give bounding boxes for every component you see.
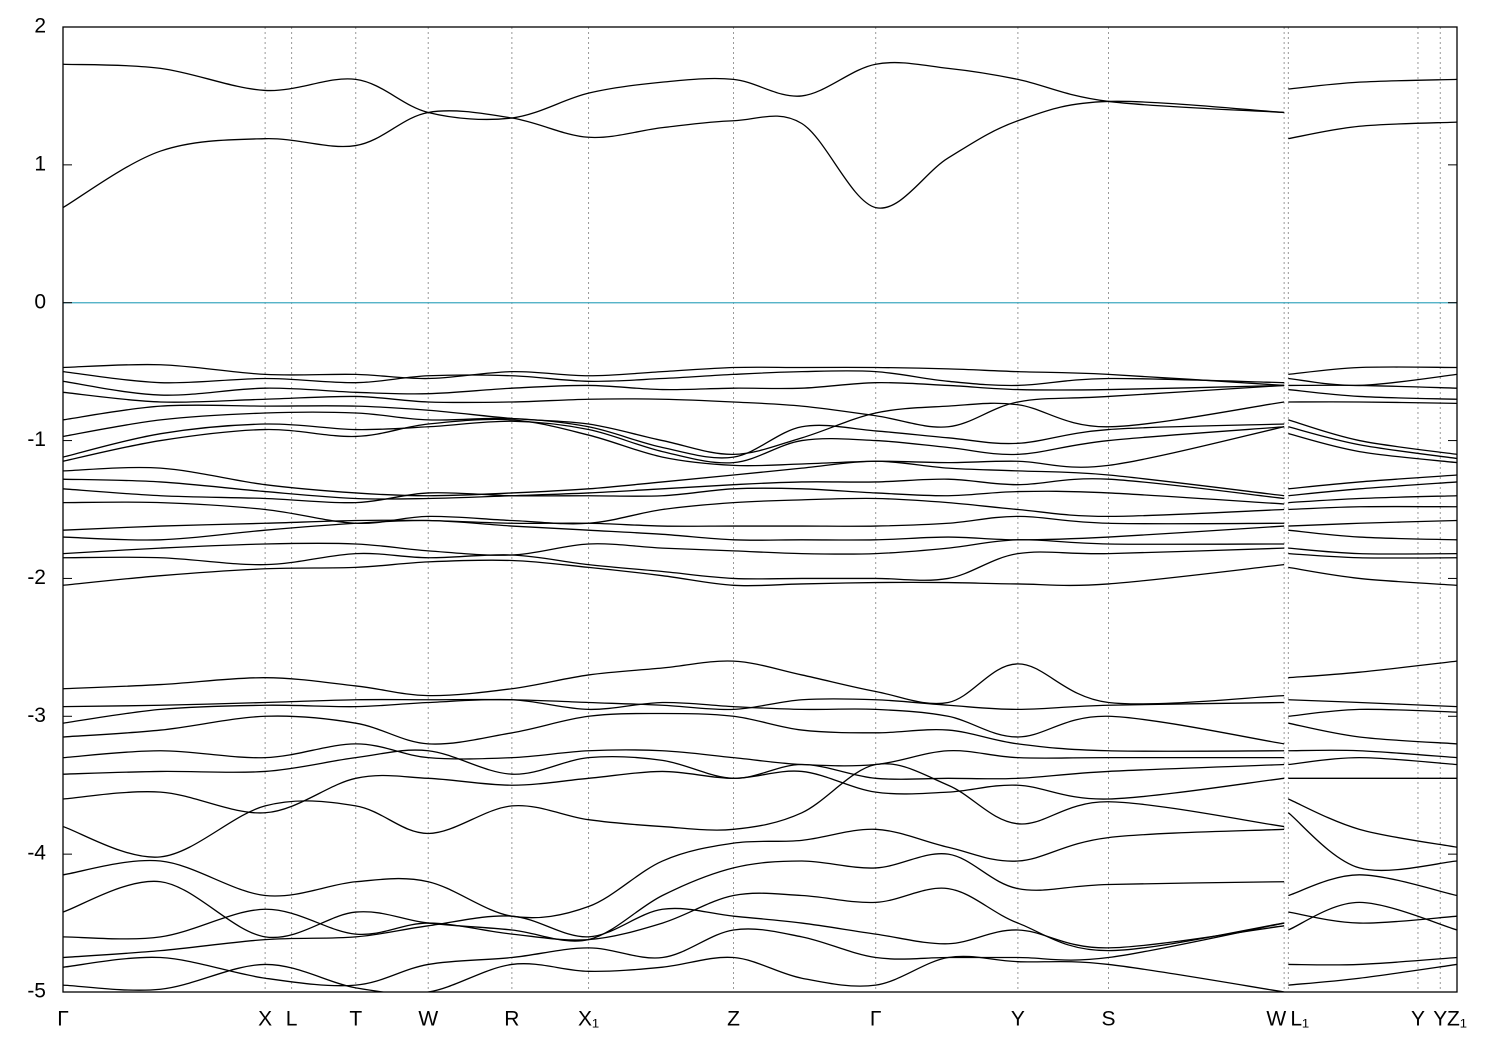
band-line	[63, 515, 1457, 531]
x-tick-label: Z	[727, 1008, 740, 1031]
band-line	[63, 61, 1457, 121]
band-line	[63, 698, 1457, 745]
band-line	[63, 698, 1457, 711]
band-line	[63, 743, 1457, 767]
band-line	[63, 401, 1457, 456]
x-tick-label: Γ	[870, 1008, 882, 1031]
x-tick-label: Γ	[57, 1008, 69, 1031]
band-line	[63, 547, 1457, 581]
x-tick-label: L₁	[1290, 1008, 1309, 1031]
x-tick-label: S	[1101, 1008, 1115, 1031]
x-tick-label: L	[286, 1008, 298, 1031]
band-line	[63, 539, 1457, 556]
band-line	[63, 763, 1457, 858]
band-line	[63, 363, 1457, 387]
y-tick-label: -1	[27, 428, 46, 451]
band-line	[63, 901, 1457, 959]
y-tick-label: -2	[27, 566, 46, 589]
band-line	[63, 380, 1457, 396]
band-line	[63, 559, 1457, 587]
band-line	[63, 497, 1457, 525]
x-tick-label: X₁	[578, 1008, 599, 1031]
x-tick-label: Y	[1433, 1008, 1447, 1031]
x-tick-label: X	[258, 1008, 272, 1031]
band-line	[63, 420, 1457, 464]
y-tick-label: -3	[27, 704, 46, 727]
band-line	[63, 411, 1457, 459]
band-line	[63, 460, 1457, 497]
x-tick-label: Y	[1011, 1008, 1025, 1031]
y-tick-label: -4	[27, 842, 46, 865]
band-line	[63, 770, 1457, 814]
x-tick-label: R	[504, 1008, 519, 1031]
band-line	[63, 712, 1457, 752]
band-line	[63, 660, 1457, 705]
y-tick-label: 1	[34, 152, 46, 175]
y-tick-label: 2	[34, 15, 46, 38]
band-line	[63, 487, 1457, 505]
band-line	[63, 853, 1457, 942]
y-tick-label: -5	[27, 980, 46, 1003]
band-line	[63, 812, 1457, 919]
band-line	[63, 955, 1457, 992]
x-tick-label: Z₁	[1447, 1008, 1467, 1031]
plot-frame	[62, 26, 1458, 993]
band-line	[63, 384, 1457, 428]
x-tick-label: T	[349, 1008, 362, 1031]
x-tick-label: W	[418, 1008, 438, 1031]
band-line	[63, 100, 1457, 209]
band-line	[63, 418, 1457, 468]
band-line	[63, 922, 1457, 987]
band-line	[63, 749, 1457, 780]
x-tick-label: W	[1266, 1008, 1286, 1031]
y-tick-label: 0	[34, 290, 46, 313]
band-line	[63, 887, 1457, 952]
band-line	[63, 478, 1457, 500]
x-tick-label: Y	[1411, 1008, 1425, 1031]
